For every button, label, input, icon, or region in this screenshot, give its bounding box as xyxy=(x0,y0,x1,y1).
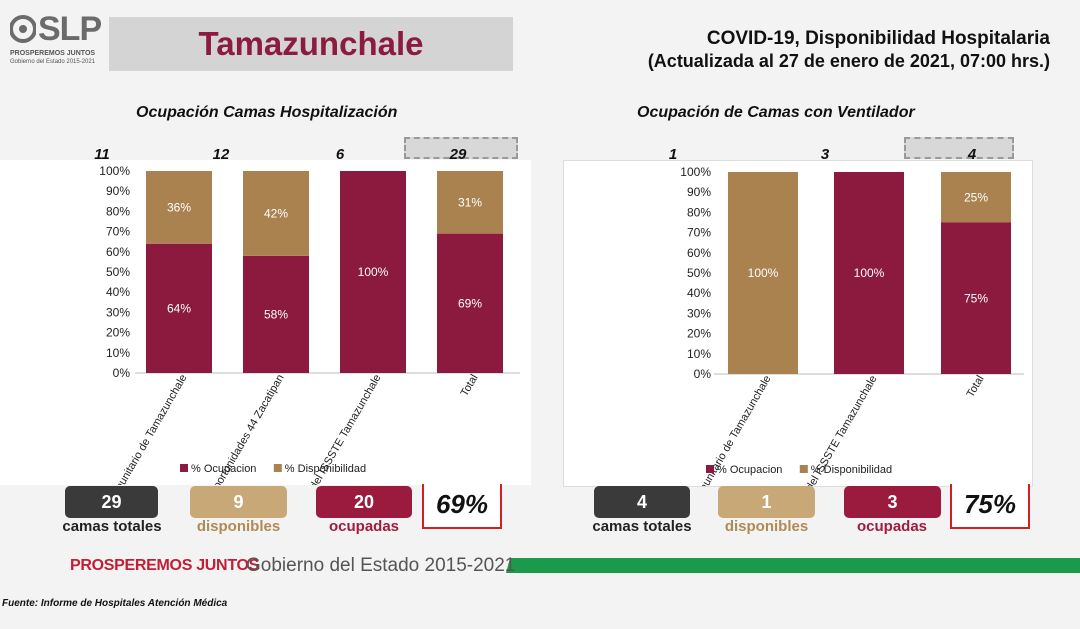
data-label: 64% xyxy=(167,301,191,315)
count-label: 3 xyxy=(820,146,830,163)
occupied-beds-label: ocupadas xyxy=(856,518,928,535)
count-label: 29 xyxy=(449,146,467,163)
bar-segment-ocupacion xyxy=(437,233,503,373)
data-label: 100% xyxy=(358,265,389,279)
occupied-beds-box: 3 xyxy=(844,486,941,518)
count-label: 1 xyxy=(668,146,678,163)
logo-mark-icon xyxy=(10,15,36,43)
y-tick-label: 0% xyxy=(694,367,712,381)
total-highlight-box xyxy=(904,137,1014,159)
bar-segment-disponibilidad xyxy=(941,172,1011,223)
chart-title-hospitalizacion: Ocupación Camas Hospitalización xyxy=(136,104,398,121)
total-beds-box: 29 xyxy=(65,486,158,518)
legend-label: % Disponibilidad xyxy=(285,463,366,475)
available-beds-box: 1 xyxy=(718,486,815,518)
y-tick-label: 50% xyxy=(106,265,130,279)
legend-label: % Ocupacion xyxy=(191,463,256,475)
y-tick-label: 10% xyxy=(687,347,711,361)
municipality-title: Tamazunchale xyxy=(198,25,424,62)
legend-swatch-disponibilidad xyxy=(799,465,808,473)
total-highlight-box xyxy=(404,137,518,159)
occupancy-percent: 75% xyxy=(950,484,1030,529)
y-tick-label: 80% xyxy=(687,205,711,219)
footer-government: Gobierno del Estado 2015-2021 xyxy=(246,555,516,576)
data-label: 100% xyxy=(854,266,885,280)
count-label: 4 xyxy=(967,146,977,163)
occupied-beds-label: ocupadas xyxy=(328,518,400,535)
bar-segment-ocupacion xyxy=(941,222,1011,374)
y-tick-label: 40% xyxy=(106,285,130,299)
data-label: 100% xyxy=(748,266,779,280)
bar-segment-disponibilidad xyxy=(437,171,503,234)
occupancy-percent: 69% xyxy=(422,484,502,529)
y-tick-label: 60% xyxy=(106,245,130,259)
available-beds-label: disponibles xyxy=(196,518,281,535)
y-tick-label: 70% xyxy=(687,226,711,240)
data-label: 58% xyxy=(264,307,288,321)
bar-segment-disponibilidad xyxy=(728,172,798,374)
y-tick-label: 70% xyxy=(106,225,130,239)
logo-government: Gobierno del Estado 2015-2021 xyxy=(10,59,96,65)
y-tick-label: 80% xyxy=(106,204,130,218)
y-tick-label: 90% xyxy=(687,185,711,199)
category-label: Hospital Comunitario de Tamazunchale xyxy=(84,373,190,486)
count-label: 6 xyxy=(335,146,345,163)
data-label: 75% xyxy=(964,291,988,305)
data-label: 42% xyxy=(264,206,288,220)
report-title: COVID-19, Disponibilidad Hospitalaria xyxy=(706,28,1050,49)
stacked-bar-chart-hospitalizacion: 0% 10% 20% 30% 40% 50% 60% 70% 80% 90% 100% 64% 36% H… xyxy=(84,164,520,574)
category-label: Total xyxy=(965,374,987,400)
chart-title-ventilador: Ocupación de Camas con Ventilador xyxy=(637,104,915,121)
legend-label: % Disponibilidad xyxy=(811,464,892,476)
legend-swatch-disponibilidad xyxy=(273,464,282,472)
legend-label: % Ocupacion xyxy=(717,464,782,476)
count-label: 12 xyxy=(212,146,230,163)
y-tick-label: 40% xyxy=(687,286,711,300)
category-label: Total xyxy=(459,373,481,399)
logo-subtitle: PROSPEREMOS JUNTOS xyxy=(10,50,96,57)
y-tick-label: 30% xyxy=(687,306,711,320)
bar-segment-disponibilidad xyxy=(146,171,212,244)
data-label: 36% xyxy=(167,200,191,214)
data-label: 69% xyxy=(458,296,482,310)
y-tick-label: 90% xyxy=(106,184,130,198)
legend-swatch-ocupacion xyxy=(180,464,188,472)
report-date: (Actualizada al 27 de enero de 2021, 07:… xyxy=(647,51,1050,71)
bar-segment-ocupacion xyxy=(834,172,904,374)
occupied-beds-box: 20 xyxy=(316,486,412,518)
legend-swatch-ocupacion xyxy=(706,465,714,473)
bar-segment-ocupacion xyxy=(146,243,212,373)
y-tick-label: 20% xyxy=(687,327,711,341)
y-tick-label: 10% xyxy=(106,346,130,360)
bar-segment-ocupacion xyxy=(243,255,309,373)
available-beds-label: disponibles xyxy=(724,518,809,535)
y-tick-label: 100% xyxy=(680,165,711,179)
total-beds-label: camas totales xyxy=(592,518,692,535)
count-label: 11 xyxy=(94,146,110,163)
y-tick-label: 0% xyxy=(113,366,131,380)
y-tick-label: 30% xyxy=(106,305,130,319)
data-label: 25% xyxy=(964,190,988,204)
footer-stripe xyxy=(506,558,1080,573)
bar-segment-ocupacion xyxy=(340,171,406,373)
y-tick-label: 60% xyxy=(687,246,711,260)
available-beds-box: 9 xyxy=(190,486,287,518)
bar-segment-disponibilidad xyxy=(243,171,309,256)
y-tick-label: 20% xyxy=(106,326,130,340)
chart-panel-ventilador: 0% 10% 20% 30% 40% 50% 60% 70% 80% 90% 100% 100% Hos… xyxy=(563,160,1033,566)
total-beds-label: camas totales xyxy=(62,518,162,535)
total-beds-box: 4 xyxy=(594,486,690,518)
y-tick-label: 100% xyxy=(99,164,130,178)
municipality-banner xyxy=(109,17,513,71)
data-label: 31% xyxy=(458,195,482,209)
y-tick-label: 50% xyxy=(687,266,711,280)
source-note: Fuente: Informe de Hospitales Atención M… xyxy=(2,598,228,609)
stacked-bar-chart-ventilador: 0%10%20%30%40%50%60%70%80%90%100%100%Hos… xyxy=(668,165,1024,566)
chart-panel-hospitalizacion: 0% 10% 20% 30% 40% 50% 60% 70% 80% 90% 100% 64% 36% H… xyxy=(0,160,531,574)
footer-slogan: PROSPEREMOS JUNTOS xyxy=(70,557,260,574)
logo-text: SLP xyxy=(38,10,102,48)
